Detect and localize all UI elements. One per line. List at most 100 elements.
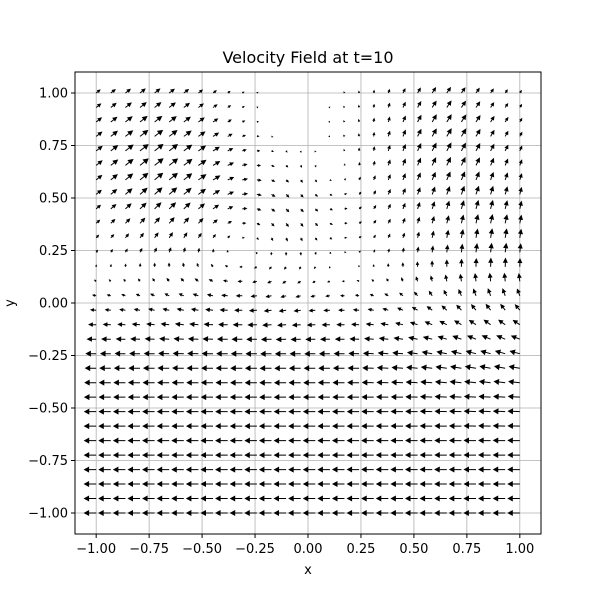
- velocity-arrow: [259, 379, 272, 386]
- velocity-arrow: [489, 199, 495, 210]
- velocity-arrow: [459, 258, 464, 267]
- velocity-arrow: [229, 466, 243, 473]
- velocity-arrow: [168, 217, 175, 224]
- velocity-arrow: [478, 495, 491, 502]
- velocity-arrow: [460, 185, 466, 195]
- velocity-arrow: [215, 423, 228, 430]
- velocity-arrow: [206, 293, 214, 298]
- velocity-arrow: [343, 120, 346, 123]
- velocity-arrow: [463, 466, 477, 473]
- velocity-arrow: [401, 232, 406, 238]
- velocity-arrow: [198, 174, 207, 181]
- velocity-arrow: [434, 408, 447, 415]
- velocity-arrow: [229, 394, 243, 401]
- velocity-arrow: [119, 307, 126, 312]
- velocity-arrow: [244, 480, 257, 488]
- velocity-arrow: [519, 89, 522, 94]
- velocity-arrow: [405, 393, 418, 400]
- velocity-arrow: [258, 466, 272, 473]
- velocity-arrow: [99, 350, 111, 357]
- velocity-arrow: [460, 128, 467, 137]
- velocity-arrow: [517, 257, 523, 267]
- velocity-arrow: [481, 335, 491, 341]
- velocity-arrow: [409, 321, 418, 326]
- velocity-arrow: [273, 480, 287, 488]
- velocity-arrow: [399, 292, 404, 297]
- velocity-arrow: [431, 157, 437, 166]
- velocity-arrow: [416, 231, 421, 238]
- velocity-arrow: [242, 120, 246, 123]
- velocity-arrow: [421, 349, 433, 356]
- velocity-arrow: [110, 116, 118, 123]
- velocity-arrow: [474, 185, 480, 195]
- velocity-arrow: [431, 142, 437, 152]
- velocity-arrow: [183, 88, 190, 94]
- velocity-arrow: [504, 158, 509, 166]
- velocity-arrow: [419, 422, 433, 430]
- velocity-arrow: [200, 394, 213, 401]
- velocity-arrow: [498, 319, 506, 326]
- velocity-arrow: [375, 509, 389, 517]
- velocity-arrow: [331, 437, 345, 444]
- velocity-arrow: [346, 509, 360, 517]
- velocity-arrow: [171, 408, 184, 415]
- velocity-arrow: [156, 452, 170, 459]
- velocity-arrow: [112, 466, 126, 473]
- velocity-arrow: [445, 186, 451, 195]
- velocity-arrow: [95, 189, 102, 195]
- velocity-arrow: [171, 423, 184, 430]
- velocity-arrow: [185, 480, 199, 488]
- velocity-arrow: [325, 294, 330, 298]
- velocity-arrow: [183, 202, 191, 210]
- velocity-arrow: [113, 379, 126, 386]
- velocity-arrow: [336, 322, 345, 327]
- velocity-arrow: [494, 349, 506, 356]
- velocity-arrow: [431, 171, 436, 181]
- velocity-arrow: [83, 437, 97, 444]
- velocity-arrow: [139, 102, 147, 108]
- velocity-arrow: [361, 480, 374, 488]
- velocity-arrow: [99, 365, 111, 372]
- velocity-arrow: [198, 159, 207, 166]
- velocity-arrow: [154, 115, 163, 123]
- velocity-arrow: [331, 452, 345, 459]
- velocity-arrow: [200, 495, 213, 502]
- velocity-arrow: [426, 306, 433, 311]
- velocity-arrow: [83, 466, 97, 473]
- velocity-arrow: [375, 423, 389, 430]
- velocity-arrow: [171, 379, 184, 386]
- velocity-arrow: [445, 215, 450, 224]
- velocity-arrow: [154, 158, 164, 166]
- velocity-arrow: [310, 294, 316, 298]
- velocity-arrow: [475, 114, 481, 123]
- y-tick-label: −0.50: [28, 402, 68, 417]
- velocity-arrow: [256, 193, 262, 197]
- velocity-arrow: [125, 158, 134, 166]
- velocity-arrow: [372, 117, 376, 123]
- velocity-arrow: [478, 451, 491, 459]
- velocity-arrow: [95, 160, 103, 166]
- y-tick-label: 1.00: [39, 87, 68, 102]
- velocity-arrow: [95, 234, 100, 239]
- velocity-arrow: [475, 128, 481, 137]
- velocity-arrow: [274, 365, 287, 372]
- velocity-arrow: [201, 365, 214, 372]
- velocity-arrow: [508, 379, 520, 385]
- velocity-arrow: [230, 350, 243, 357]
- velocity-arrow: [95, 103, 102, 108]
- velocity-arrow: [512, 319, 521, 326]
- velocity-arrow: [372, 89, 376, 94]
- velocity-arrow: [162, 307, 170, 312]
- velocity-arrow: [256, 222, 261, 226]
- velocity-arrow: [110, 203, 117, 210]
- velocity-arrow: [153, 247, 157, 253]
- velocity-arrow: [250, 294, 257, 299]
- velocity-arrow: [202, 336, 214, 342]
- velocity-arrow: [121, 293, 126, 297]
- velocity-arrow: [98, 408, 111, 415]
- velocity-arrow: [300, 194, 304, 198]
- velocity-arrow: [198, 188, 207, 195]
- y-axis-label: y: [3, 299, 18, 307]
- velocity-arrow: [133, 307, 141, 312]
- velocity-arrow: [229, 408, 243, 415]
